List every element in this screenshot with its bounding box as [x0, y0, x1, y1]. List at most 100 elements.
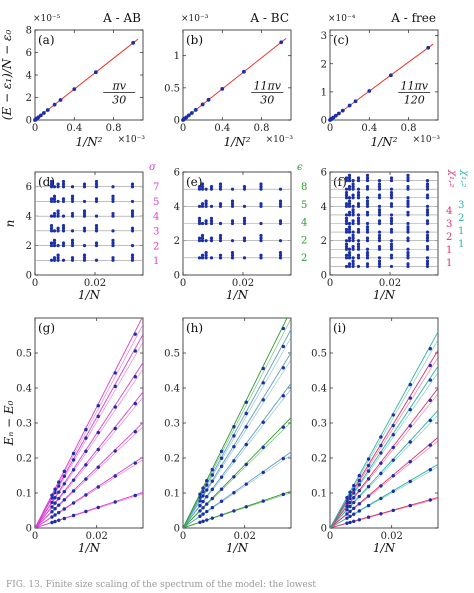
level-point — [197, 236, 202, 240]
data-point — [133, 461, 137, 465]
data-point — [353, 99, 358, 104]
data-point — [219, 513, 224, 517]
level-point — [70, 243, 75, 248]
level-point — [425, 219, 430, 223]
level-point — [347, 196, 352, 200]
x-tick-label: 0 — [180, 531, 186, 542]
y-tick-label: 0.5 — [311, 349, 327, 360]
data-point — [53, 507, 57, 511]
level-point — [356, 256, 361, 260]
level-point — [377, 184, 382, 189]
data-point — [84, 493, 88, 497]
data-point — [391, 474, 395, 478]
level-point — [56, 253, 60, 257]
level-point — [425, 187, 430, 191]
level-point — [356, 227, 361, 232]
y-tick-label: 0.2 — [16, 454, 32, 465]
level-point — [52, 256, 57, 260]
data-point — [62, 498, 67, 502]
level-point — [242, 204, 247, 208]
level-point — [130, 182, 135, 186]
level-point — [52, 243, 57, 248]
data-point — [50, 509, 54, 514]
data-point — [72, 87, 77, 92]
level-point — [389, 221, 394, 226]
y-tick-label: 0 — [26, 271, 32, 282]
level-point — [278, 256, 283, 260]
level-point — [200, 182, 205, 186]
level-point — [351, 256, 355, 260]
level-point — [200, 236, 205, 240]
level-point — [230, 219, 235, 223]
y-tick-label: 2 — [26, 241, 32, 252]
y-tick-label: 0 — [174, 271, 180, 282]
level-point — [377, 193, 382, 197]
level-point — [61, 179, 66, 184]
x-exponent: ×10⁻³ — [118, 135, 146, 145]
data-point — [279, 40, 284, 45]
level-point — [242, 219, 247, 223]
level-point — [111, 185, 115, 189]
level-point — [389, 256, 394, 260]
data-point — [198, 503, 202, 508]
x-tick-label: 0 — [32, 123, 38, 134]
data-point — [261, 398, 265, 402]
level-point — [56, 226, 60, 230]
level-point — [347, 262, 352, 266]
side-label: 3 — [153, 227, 159, 238]
level-point — [351, 204, 355, 208]
level-point — [230, 199, 235, 203]
level-point — [111, 197, 115, 201]
x-tick-label: 0.4 — [66, 123, 82, 134]
level-point — [356, 202, 361, 206]
level-point — [52, 258, 57, 262]
level-point — [406, 247, 410, 251]
data-point — [200, 102, 205, 107]
level-point — [130, 243, 135, 248]
level-point — [218, 236, 223, 240]
level-point — [365, 187, 370, 191]
data-point — [210, 479, 215, 483]
x-tick-label: 0 — [180, 278, 186, 289]
y-exponent: ×10⁻³ — [181, 14, 209, 24]
data-point — [345, 504, 349, 509]
x-tick-label: 0 — [327, 123, 333, 134]
x-axis-label: 1/N — [226, 288, 249, 302]
level-point — [82, 199, 87, 204]
x-tick-label: 0.02 — [381, 531, 403, 542]
data-point — [244, 462, 248, 467]
data-point — [58, 98, 63, 102]
data-point — [133, 401, 137, 406]
level-point — [61, 243, 66, 248]
series-line — [183, 389, 291, 528]
level-point — [351, 230, 355, 234]
level-point — [347, 221, 352, 226]
level-point — [351, 233, 355, 238]
data-point — [96, 447, 100, 452]
level-point — [130, 229, 135, 233]
data-point — [391, 413, 395, 417]
level-point — [61, 258, 66, 262]
data-point — [71, 501, 76, 505]
level-point — [356, 221, 361, 226]
series-line — [35, 391, 143, 528]
level-point — [377, 233, 382, 238]
annotation-numerator: πv — [112, 79, 127, 92]
x-exponent: ×10⁻³ — [413, 135, 441, 145]
data-point — [71, 458, 76, 462]
level-point — [209, 236, 214, 240]
x-tick-label: 0 — [32, 278, 38, 289]
level-point — [200, 187, 205, 191]
level-point — [389, 213, 394, 217]
y-tick-label: 0.1 — [164, 489, 180, 500]
data-point — [210, 496, 215, 501]
level-point — [230, 221, 235, 226]
data-point — [348, 514, 352, 519]
level-point — [365, 173, 370, 177]
data-point — [50, 500, 54, 505]
level-point — [259, 204, 263, 208]
data-point — [133, 493, 137, 498]
data-point — [232, 491, 236, 495]
data-point — [53, 496, 57, 500]
level-point — [351, 245, 355, 249]
